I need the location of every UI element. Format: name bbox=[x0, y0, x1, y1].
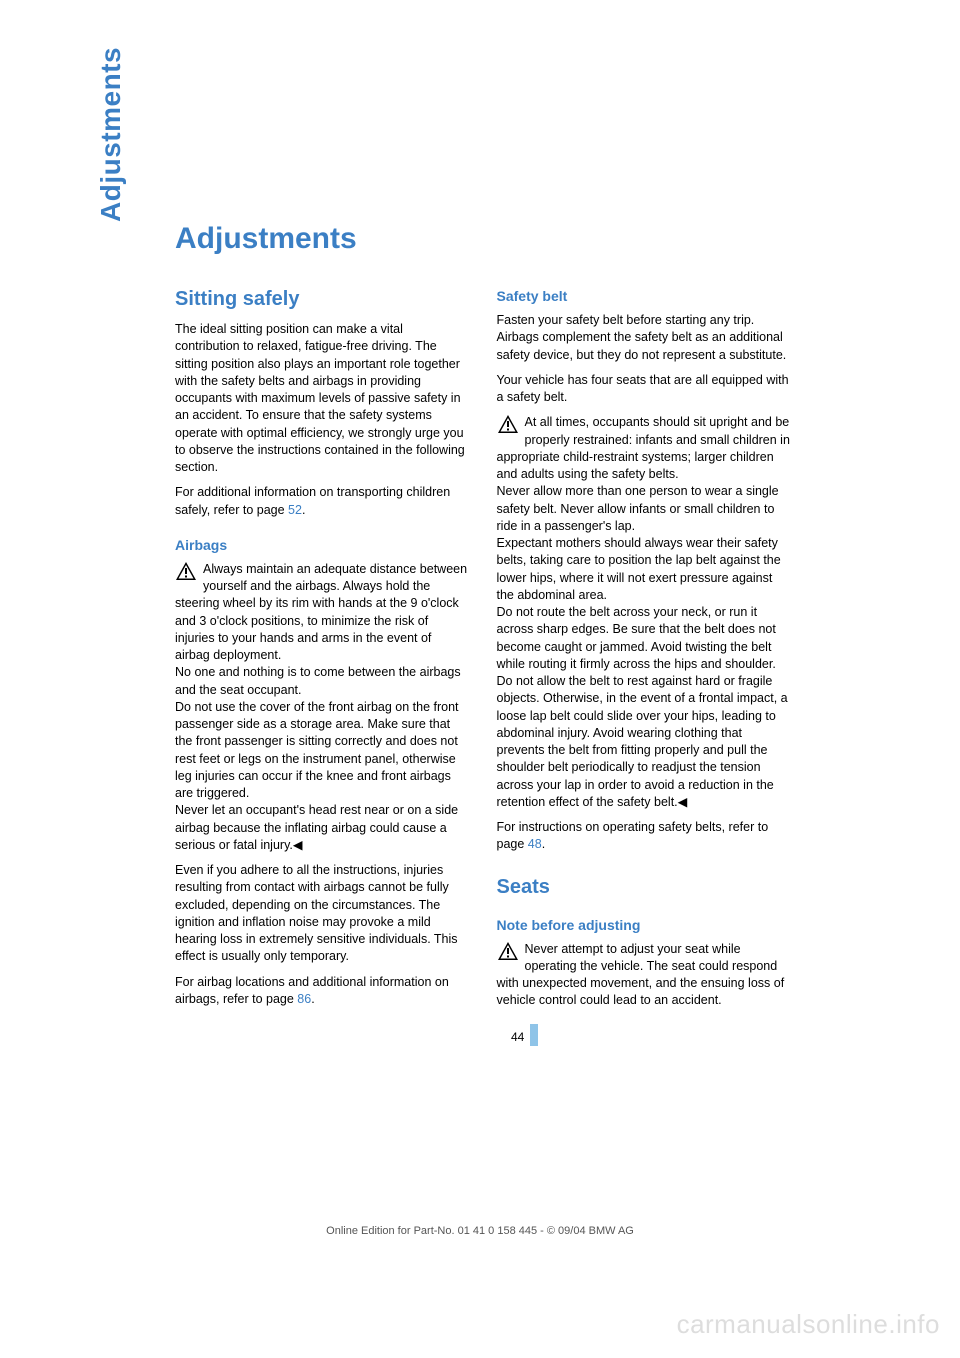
two-column-layout: Sitting safely The ideal sitting positio… bbox=[175, 284, 790, 1018]
warning-text: Never let an occupant's head rest near o… bbox=[175, 803, 458, 852]
body-text: The ideal sitting position can make a vi… bbox=[175, 321, 469, 476]
section-sitting-safely: Sitting safely bbox=[175, 288, 469, 311]
body-text: Your vehicle has four seats that are all… bbox=[497, 372, 791, 407]
page-ref-link[interactable]: 52 bbox=[288, 503, 302, 517]
page-number: 44 bbox=[511, 1030, 530, 1046]
warning-text: Always maintain an adequate distance bet… bbox=[175, 562, 467, 662]
footer-text: Online Edition for Part-No. 01 41 0 158 … bbox=[0, 1225, 960, 1237]
warning-text: Do not use the cover of the front airbag… bbox=[175, 700, 459, 800]
column-right: Safety belt Fasten your safety belt befo… bbox=[497, 284, 791, 1018]
watermark: carmanualsonline.info bbox=[677, 1309, 940, 1340]
text-fragment: . bbox=[302, 503, 305, 517]
warning-text: Do not route the belt across your neck, … bbox=[497, 605, 788, 809]
page-title: Adjustments bbox=[175, 222, 790, 256]
page-ref-link[interactable]: 48 bbox=[528, 837, 542, 851]
body-text: For airbag locations and additional info… bbox=[175, 974, 469, 1009]
warning-text: Expectant mothers should always wear the… bbox=[497, 536, 781, 602]
warning-block: Always maintain an adequate distance bet… bbox=[175, 561, 469, 854]
text-fragment: For additional information on transporti… bbox=[175, 485, 450, 516]
body-text: Even if you adhere to all the instructio… bbox=[175, 862, 469, 966]
text-fragment: . bbox=[542, 837, 545, 851]
subsection-safety-belt: Safety belt bbox=[497, 288, 791, 304]
page-number-container: 44 bbox=[511, 1024, 538, 1046]
body-text: For instructions on operating safety bel… bbox=[497, 819, 791, 854]
warning-icon bbox=[497, 414, 519, 434]
warning-block: Never attempt to adjust your seat while … bbox=[497, 941, 791, 1010]
subsection-note-before-adjusting: Note before adjusting bbox=[497, 917, 791, 933]
subsection-airbags: Airbags bbox=[175, 537, 469, 553]
warning-icon bbox=[497, 941, 519, 961]
warning-text: No one and nothing is to come between th… bbox=[175, 665, 461, 696]
page-ref-link[interactable]: 86 bbox=[297, 992, 311, 1006]
page-content: Adjustments Sitting safely The ideal sit… bbox=[175, 222, 790, 1018]
warning-text: Never allow more than one person to wear… bbox=[497, 484, 779, 533]
side-tab-label: Adjustments bbox=[95, 47, 127, 222]
section-seats: Seats bbox=[497, 876, 791, 899]
text-fragment: . bbox=[311, 992, 314, 1006]
body-text: For additional information on transporti… bbox=[175, 484, 469, 519]
body-text: Fasten your safety belt before starting … bbox=[497, 312, 791, 364]
warning-block: At all times, occupants should sit uprig… bbox=[497, 414, 791, 811]
warning-text: At all times, occupants should sit uprig… bbox=[497, 415, 790, 481]
warning-text: Never attempt to adjust your seat while … bbox=[497, 942, 785, 1008]
warning-icon bbox=[175, 561, 197, 581]
page-number-bar bbox=[530, 1024, 538, 1046]
column-left: Sitting safely The ideal sitting positio… bbox=[175, 284, 469, 1018]
